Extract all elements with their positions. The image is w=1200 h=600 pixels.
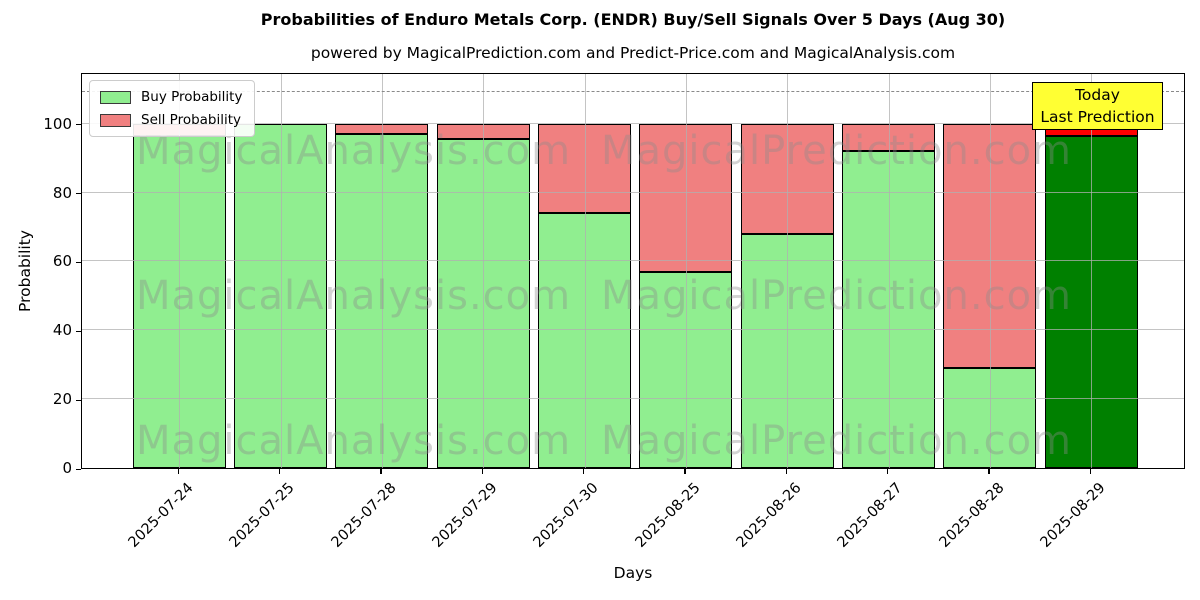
gridline-y-60 [82,260,1184,262]
watermark-text: MagicalAnalysis.com [136,418,572,464]
x-tick [177,469,179,474]
y-tick [76,124,81,126]
x-tick-label: 2025-07-29 [429,480,501,551]
y-tick-label: 0 [62,459,72,478]
gridline-x-2025-08-29 [1091,74,1093,468]
x-tick [785,469,787,474]
dashed-threshold-line [82,91,1184,93]
gridline-y-20 [82,398,1184,400]
legend: Buy Probability Sell Probability [89,80,256,137]
gridline-x-2025-08-26 [787,74,789,468]
gridline-x-2025-07-24 [179,74,181,468]
gridline-x-2025-07-25 [280,74,282,468]
x-tick [1089,469,1091,474]
gridline-y-40 [82,329,1184,331]
gridline-y-80 [82,191,1184,193]
y-tick [76,193,81,195]
gridline-x-2025-07-28 [381,74,383,468]
chart-subtitle: powered by MagicalPrediction.com and Pre… [310,44,956,62]
watermark-text: MagicalPrediction.com [601,418,1072,464]
y-tick [76,399,81,401]
x-tick [279,469,281,474]
y-tick-label: 80 [52,183,72,202]
today-annotation-line1: Today [1075,86,1120,104]
watermark-layer: MagicalAnalysis.com MagicalPrediction.com… [82,74,1184,468]
x-tick-label: 2025-07-30 [530,480,602,551]
legend-buy-label: Buy Probability [141,89,243,105]
x-tick [380,469,382,474]
x-tick-label: 2025-07-28 [328,480,400,551]
legend-buy-swatch [100,90,131,104]
x-tick [988,469,990,474]
y-tick-label: 20 [52,390,72,409]
x-tick [684,469,686,474]
legend-sell-swatch [100,113,131,127]
x-tick-label: 2025-08-27 [834,480,906,551]
x-tick-label: 2025-08-29 [1037,480,1109,551]
watermark-text: MagicalPrediction.com [601,128,1072,174]
chart-title: Probabilities of Enduro Metals Corp. (EN… [260,10,1006,29]
x-tick-label: 2025-07-24 [125,480,197,551]
today-annotation: Today Last Prediction [1032,82,1163,130]
grid-layer [82,74,1184,468]
x-axis-label: Days [613,564,653,582]
x-tick [481,469,483,474]
y-axis-label: Probability [16,230,34,312]
gridline-x-2025-07-30 [584,74,586,468]
gridline-x-2025-07-29 [483,74,485,468]
x-tick-label: 2025-07-25 [226,480,298,551]
x-tick-label: 2025-08-26 [733,480,805,551]
x-tick-label: 2025-08-28 [936,480,1008,551]
today-annotation-line2: Last Prediction [1040,108,1155,126]
legend-entry-sell: Sell Probability [100,112,242,128]
x-tick-label: 2025-08-25 [632,480,704,551]
gridline-x-2025-08-27 [888,74,890,468]
watermark-text: MagicalAnalysis.com [136,273,572,319]
watermark-text: MagicalPrediction.com [601,273,1072,319]
y-tick-label: 100 [43,114,72,133]
y-tick-label: 60 [52,252,72,271]
gridline-x-2025-08-25 [685,74,687,468]
x-tick [583,469,585,474]
y-tick [76,330,81,332]
plot-area: MagicalAnalysis.com MagicalPrediction.com… [81,73,1185,469]
gridline-y-100 [82,122,1184,124]
gridline-x-2025-08-28 [989,74,991,468]
legend-sell-label: Sell Probability [141,112,242,128]
y-tick [76,261,81,264]
y-tick [76,468,81,470]
x-tick [887,469,889,474]
y-tick-label: 40 [52,321,72,340]
legend-entry-buy: Buy Probability [100,89,242,105]
